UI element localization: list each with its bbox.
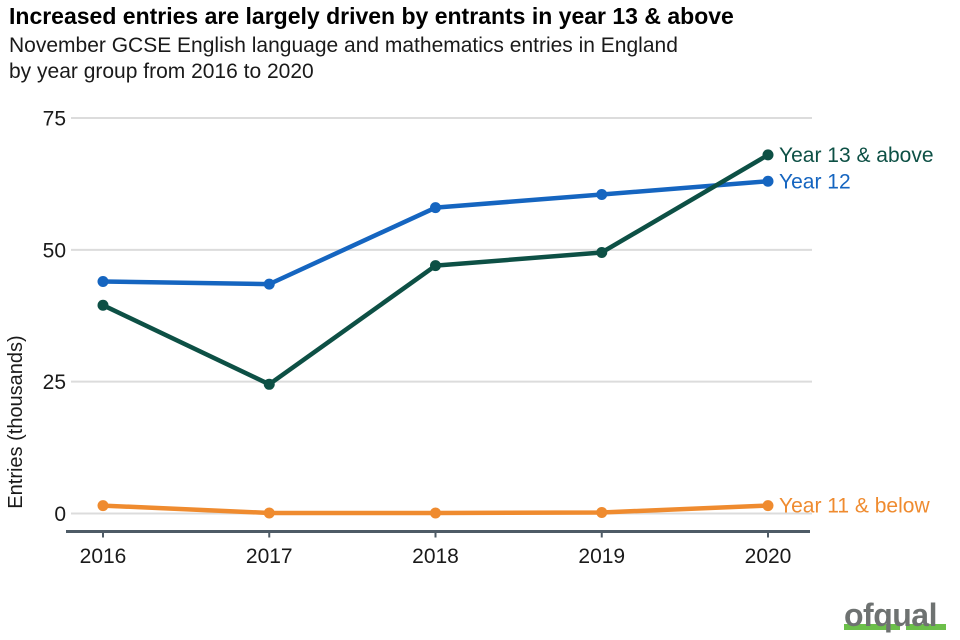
series-label-year-12: Year 12	[779, 170, 851, 193]
logo-underline-segment	[906, 624, 946, 630]
data-point-year-12	[762, 175, 774, 187]
x-tick-label: 2019	[578, 545, 625, 568]
chart-title: Increased entries are largely driven by …	[9, 3, 734, 29]
chart-svg: 0 25 50 75 2016 2017 2018 2019 2020 Entries (thou…	[5, 108, 934, 569]
data-point-year-13-above	[97, 299, 109, 311]
x-tick-label: 2017	[246, 545, 293, 568]
data-point-year-11-below	[97, 500, 109, 512]
ofqual-logo-text: ofqual	[844, 597, 937, 633]
chart-area: 0 25 50 75 2016 2017 2018 2019 2020 Entries (thou…	[0, 100, 960, 570]
series-label-year-13-above: Year 13 & above	[779, 144, 934, 167]
x-tick-label: 2016	[80, 545, 127, 568]
y-tick-label: 25	[43, 371, 66, 394]
x-tick-label: 2020	[745, 545, 792, 568]
data-point-year-13-above	[596, 246, 608, 258]
data-point-year-13-above	[263, 378, 275, 390]
data-point-year-12	[97, 275, 109, 287]
data-point-year-12	[430, 202, 441, 214]
y-tick-label: 75	[43, 108, 66, 131]
data-point-year-13-above	[430, 260, 441, 272]
data-point-year-11-below	[430, 507, 441, 519]
data-point-year-12	[596, 188, 608, 200]
y-tick-label: 50	[43, 239, 66, 262]
y-tick-label: 0	[54, 503, 66, 526]
ofqual-logo-underline	[844, 624, 946, 630]
data-point-year-12	[263, 278, 275, 290]
ofqual-logo: ofqual	[844, 597, 946, 633]
series-label-year-11-below: Year 11 & below	[779, 495, 930, 518]
data-point-year-11-below	[596, 506, 608, 518]
data-point-year-11-below	[263, 507, 275, 519]
data-point-year-11-below	[762, 500, 774, 512]
logo-underline-segment	[844, 624, 901, 630]
y-axis-title: Entries (thousands)	[5, 335, 27, 508]
chart-subtitle: November GCSE English language and mathe…	[9, 34, 678, 83]
x-tick-label: 2018	[412, 545, 459, 568]
data-point-year-13-above	[762, 149, 774, 161]
